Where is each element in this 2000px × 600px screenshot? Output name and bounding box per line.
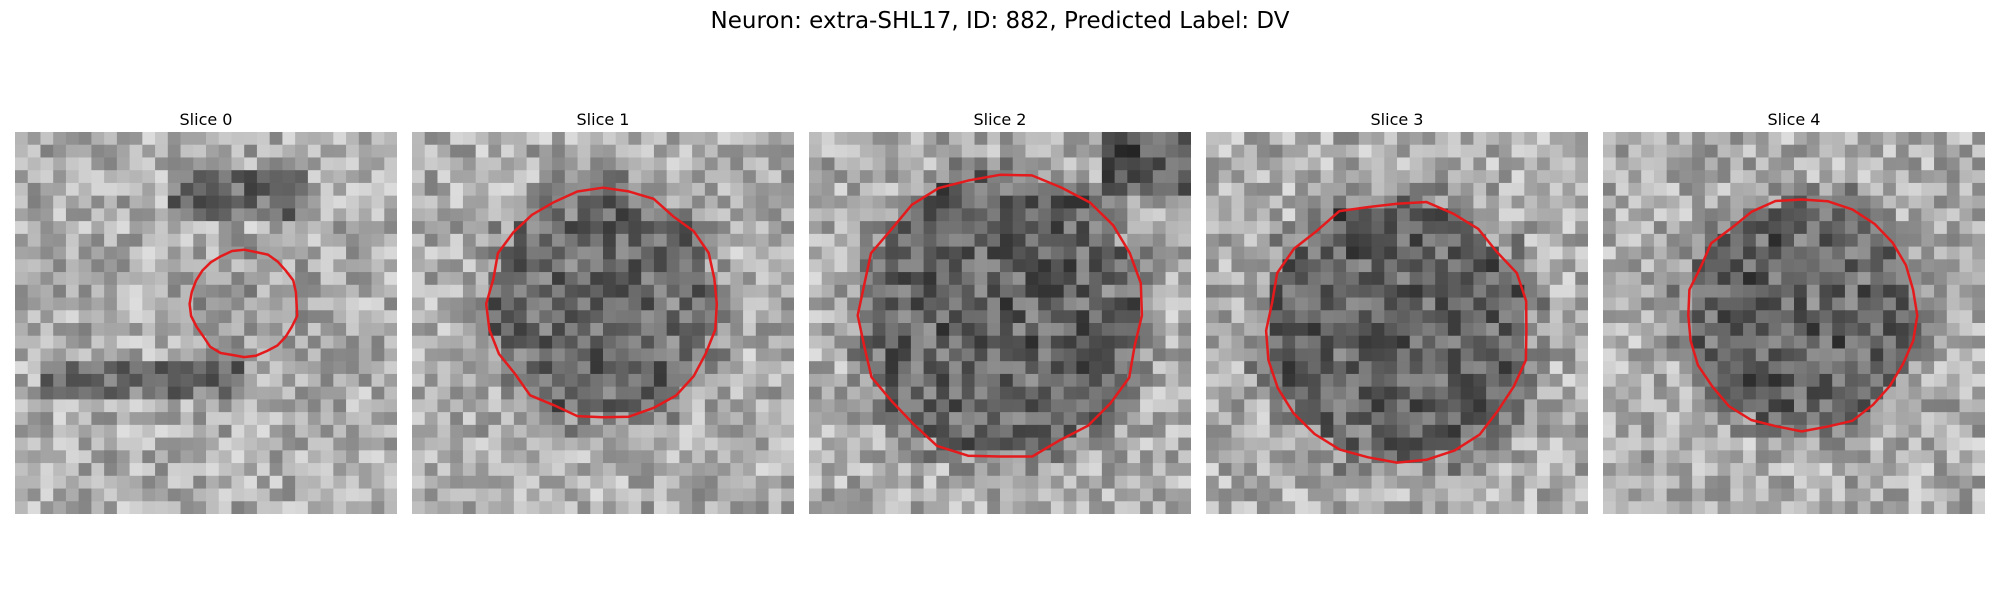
slice-title: Slice 2: [973, 110, 1027, 129]
slice-title: Slice 3: [1370, 110, 1424, 129]
cell-contour: [188, 248, 299, 359]
slice-panel-0: Slice 0: [15, 108, 397, 514]
slice-title: Slice 4: [1767, 110, 1821, 129]
cell-contour: [856, 173, 1144, 458]
slice-image: [1603, 132, 1985, 514]
slice-title: Slice 1: [576, 110, 630, 129]
slice-image: [1206, 132, 1588, 514]
cell-contour: [484, 186, 719, 419]
slice-panel-3: Slice 3: [1206, 108, 1588, 514]
slice-image: [15, 132, 397, 514]
cell-contour: [1687, 198, 1919, 433]
cell-contour: [1264, 200, 1528, 464]
slice-panel-1: Slice 1: [412, 108, 794, 514]
slice-title: Slice 0: [179, 110, 233, 129]
figure-title: Neuron: extra-SHL17, ID: 882, Predicted …: [710, 8, 1290, 34]
slice-panel-2: Slice 2: [809, 108, 1191, 514]
slice-image: [412, 132, 794, 514]
slice-panel-4: Slice 4: [1603, 108, 1985, 514]
slice-image: [809, 132, 1191, 514]
